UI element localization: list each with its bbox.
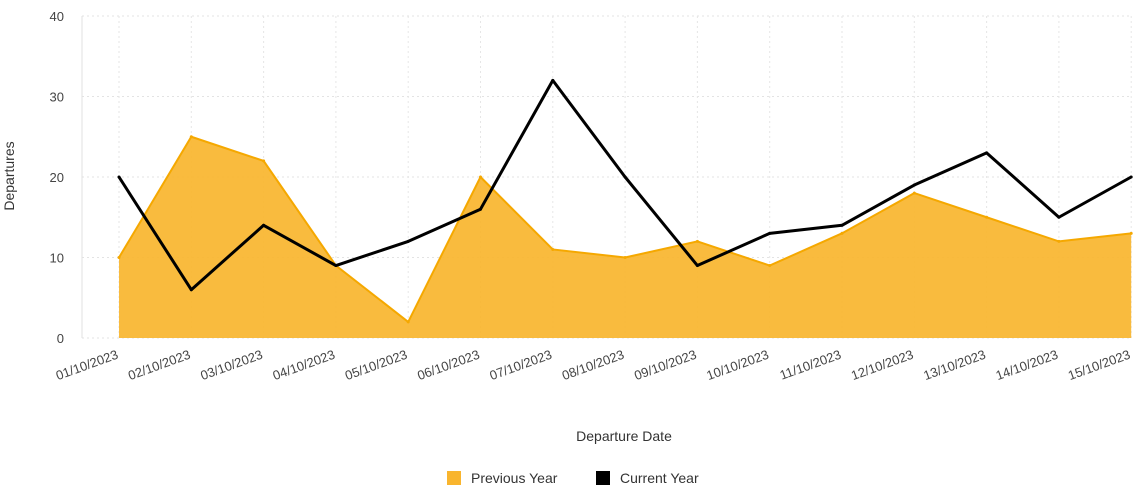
- x-axis-title: Departure Date: [576, 428, 672, 444]
- legend-item-previous-year[interactable]: Previous Year: [447, 470, 558, 486]
- point-current-year[interactable]: [406, 239, 410, 243]
- legend-label-previous-year: Previous Year: [471, 470, 558, 486]
- point-previous-year[interactable]: [1129, 231, 1133, 235]
- point-current-year[interactable]: [1057, 215, 1061, 219]
- point-current-year[interactable]: [551, 78, 555, 82]
- point-current-year[interactable]: [912, 183, 916, 187]
- point-previous-year[interactable]: [1057, 239, 1061, 243]
- point-current-year[interactable]: [479, 207, 482, 211]
- x-tick-label: 01/10/2023: [54, 347, 120, 383]
- point-previous-year[interactable]: [479, 175, 482, 179]
- x-tick-label: 07/10/2023: [488, 347, 554, 383]
- x-tick-label: 15/10/2023: [1066, 347, 1132, 383]
- point-previous-year[interactable]: [768, 264, 772, 268]
- line-series: [117, 78, 1133, 292]
- y-axis-title: Departures: [1, 141, 17, 210]
- point-current-year[interactable]: [695, 264, 699, 268]
- point-previous-year[interactable]: [262, 159, 266, 163]
- point-current-year[interactable]: [262, 223, 266, 227]
- point-previous-year[interactable]: [623, 256, 627, 259]
- x-tick-label: 06/10/2023: [415, 347, 481, 383]
- point-previous-year[interactable]: [840, 231, 844, 235]
- point-previous-year[interactable]: [695, 239, 699, 243]
- point-current-year[interactable]: [768, 231, 772, 235]
- legend-swatch-previous-year: [447, 471, 461, 485]
- x-tick-label: 03/10/2023: [198, 347, 264, 383]
- point-previous-year[interactable]: [912, 191, 916, 195]
- legend-item-current-year[interactable]: Current Year: [596, 470, 699, 486]
- point-previous-year[interactable]: [117, 256, 121, 259]
- x-tick-label: 09/10/2023: [632, 347, 698, 383]
- point-current-year[interactable]: [985, 151, 989, 155]
- y-tick-label: 10: [50, 251, 64, 266]
- x-axis-ticks: 01/10/2023 02/10/2023 03/10/2023 04/10/2023…: [54, 347, 1132, 383]
- point-current-year[interactable]: [117, 175, 121, 179]
- point-current-year[interactable]: [840, 223, 844, 227]
- legend: Previous Year Current Year: [447, 470, 699, 486]
- legend-label-current-year: Current Year: [620, 470, 699, 486]
- x-tick-label: 08/10/2023: [560, 347, 626, 383]
- x-tick-label: 02/10/2023: [126, 347, 192, 383]
- y-axis-ticks: 0 10 20 30 40: [50, 9, 64, 346]
- x-tick-label: 04/10/2023: [271, 347, 337, 383]
- point-previous-year[interactable]: [406, 320, 410, 324]
- x-tick-label: 14/10/2023: [994, 347, 1060, 383]
- point-current-year[interactable]: [189, 288, 193, 292]
- x-tick-label: 11/10/2023: [778, 347, 843, 383]
- point-current-year[interactable]: [1129, 175, 1133, 179]
- area-previous-year: [119, 136, 1132, 338]
- y-tick-label: 20: [50, 170, 64, 185]
- point-previous-year[interactable]: [985, 215, 989, 219]
- x-tick-label: 12/10/2023: [849, 347, 915, 383]
- x-tick-label: 13/10/2023: [921, 347, 987, 383]
- point-previous-year[interactable]: [551, 247, 555, 251]
- point-current-year[interactable]: [334, 264, 338, 268]
- y-tick-label: 30: [50, 90, 64, 105]
- y-tick-label: 0: [57, 331, 64, 346]
- point-current-year[interactable]: [623, 175, 627, 179]
- y-tick-label: 40: [50, 9, 64, 24]
- legend-swatch-current-year: [596, 471, 610, 485]
- point-previous-year[interactable]: [189, 135, 193, 139]
- x-tick-label: 05/10/2023: [343, 347, 409, 383]
- x-tick-label: 10/10/2023: [704, 347, 770, 383]
